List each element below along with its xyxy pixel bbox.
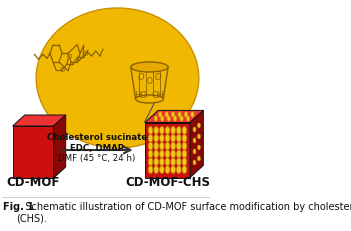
Text: O: O — [154, 73, 161, 82]
Circle shape — [165, 112, 168, 117]
Circle shape — [180, 116, 183, 121]
Circle shape — [177, 142, 181, 150]
Circle shape — [182, 150, 187, 158]
Circle shape — [158, 112, 162, 117]
Circle shape — [165, 158, 170, 166]
Circle shape — [184, 112, 188, 117]
Circle shape — [160, 150, 164, 158]
Circle shape — [177, 166, 181, 173]
Text: O: O — [146, 76, 152, 85]
Polygon shape — [54, 115, 66, 178]
Text: O: O — [59, 67, 65, 73]
Circle shape — [173, 116, 177, 121]
Circle shape — [154, 127, 159, 134]
Circle shape — [154, 158, 159, 166]
Circle shape — [182, 166, 187, 173]
Text: OH: OH — [151, 91, 164, 100]
Circle shape — [154, 134, 159, 142]
Text: EDC, DMAP: EDC, DMAP — [70, 145, 124, 154]
Text: Cholesterol sucinate: Cholesterol sucinate — [47, 134, 147, 143]
Ellipse shape — [36, 8, 199, 148]
Circle shape — [197, 145, 200, 150]
Circle shape — [154, 166, 159, 173]
Circle shape — [165, 127, 170, 134]
Circle shape — [148, 127, 153, 134]
Circle shape — [148, 158, 153, 166]
Text: CD-MOF: CD-MOF — [6, 176, 60, 189]
Circle shape — [160, 116, 164, 121]
Circle shape — [197, 156, 200, 161]
Circle shape — [193, 160, 196, 165]
Text: Schematic illustration of CD-MOF surface modification by cholesterol sucinate
(C: Schematic illustration of CD-MOF surface… — [16, 202, 351, 224]
Circle shape — [160, 166, 164, 173]
Circle shape — [154, 116, 158, 121]
Circle shape — [160, 158, 164, 166]
Circle shape — [167, 116, 170, 121]
Circle shape — [193, 138, 196, 143]
Circle shape — [182, 158, 187, 166]
Circle shape — [171, 142, 176, 150]
Polygon shape — [13, 115, 66, 126]
Polygon shape — [145, 110, 203, 122]
Ellipse shape — [131, 62, 168, 72]
Text: HO: HO — [134, 91, 147, 100]
Circle shape — [165, 166, 170, 173]
Circle shape — [165, 142, 170, 150]
Circle shape — [193, 149, 196, 154]
Text: CD-MOF-CHS: CD-MOF-CHS — [125, 176, 210, 189]
Circle shape — [182, 142, 187, 150]
Circle shape — [171, 166, 176, 173]
Circle shape — [182, 134, 187, 142]
Text: Fig. 1: Fig. 1 — [3, 202, 34, 212]
Polygon shape — [13, 126, 54, 178]
Circle shape — [154, 150, 159, 158]
Circle shape — [160, 127, 164, 134]
Polygon shape — [190, 110, 203, 177]
Circle shape — [178, 112, 181, 117]
Circle shape — [197, 123, 200, 128]
Circle shape — [186, 116, 190, 121]
Circle shape — [160, 134, 164, 142]
Circle shape — [177, 158, 181, 166]
Circle shape — [148, 150, 153, 158]
Text: O: O — [82, 51, 88, 57]
Ellipse shape — [135, 95, 163, 103]
Circle shape — [191, 112, 194, 117]
Circle shape — [171, 127, 176, 134]
Circle shape — [171, 134, 176, 142]
Circle shape — [171, 112, 175, 117]
Circle shape — [197, 134, 200, 139]
Circle shape — [148, 134, 153, 142]
Polygon shape — [131, 67, 168, 99]
Circle shape — [165, 134, 170, 142]
Circle shape — [148, 142, 153, 150]
Circle shape — [171, 150, 176, 158]
Circle shape — [165, 150, 170, 158]
Text: DMF (45 °C, 24 h): DMF (45 °C, 24 h) — [58, 155, 135, 164]
Circle shape — [177, 134, 181, 142]
Text: O: O — [67, 54, 72, 60]
Circle shape — [182, 127, 187, 134]
Circle shape — [193, 127, 196, 132]
Circle shape — [171, 158, 176, 166]
Circle shape — [160, 142, 164, 150]
Polygon shape — [145, 122, 190, 177]
Circle shape — [177, 127, 181, 134]
Circle shape — [148, 166, 153, 173]
Text: O: O — [138, 73, 144, 82]
Circle shape — [177, 150, 181, 158]
Circle shape — [154, 142, 159, 150]
